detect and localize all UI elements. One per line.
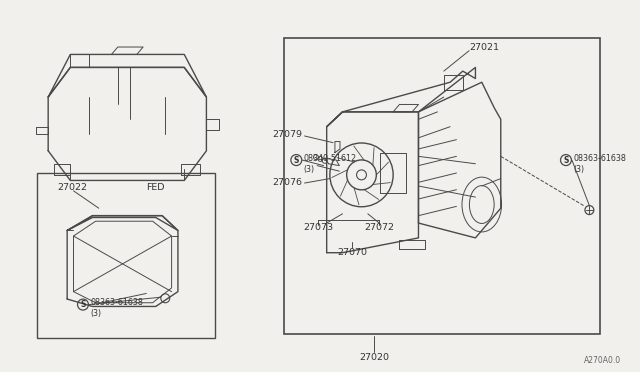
- Text: 27020: 27020: [359, 353, 389, 362]
- Bar: [284, 38, 600, 334]
- Text: 08363-61638: 08363-61638: [90, 298, 143, 307]
- Text: 27070: 27070: [337, 248, 367, 257]
- Text: 27076: 27076: [272, 178, 302, 187]
- Text: (3): (3): [304, 164, 315, 173]
- Text: S: S: [80, 300, 86, 309]
- Text: 08363-61638: 08363-61638: [573, 154, 627, 163]
- Text: 27072: 27072: [364, 223, 394, 232]
- Text: 27021: 27021: [469, 42, 499, 51]
- Text: S: S: [563, 155, 569, 164]
- Bar: [37, 173, 214, 338]
- Text: S: S: [294, 155, 299, 164]
- Text: FED: FED: [147, 183, 165, 192]
- Text: (3): (3): [573, 164, 584, 173]
- Text: 27079: 27079: [272, 129, 302, 139]
- Circle shape: [561, 155, 572, 166]
- Text: A270A0.0: A270A0.0: [584, 356, 621, 365]
- Circle shape: [77, 299, 88, 310]
- Text: (3): (3): [90, 309, 102, 318]
- Text: 08340-51612: 08340-51612: [304, 154, 357, 163]
- Text: 27022: 27022: [58, 183, 88, 192]
- Circle shape: [291, 155, 301, 166]
- Text: 27073: 27073: [303, 223, 333, 232]
